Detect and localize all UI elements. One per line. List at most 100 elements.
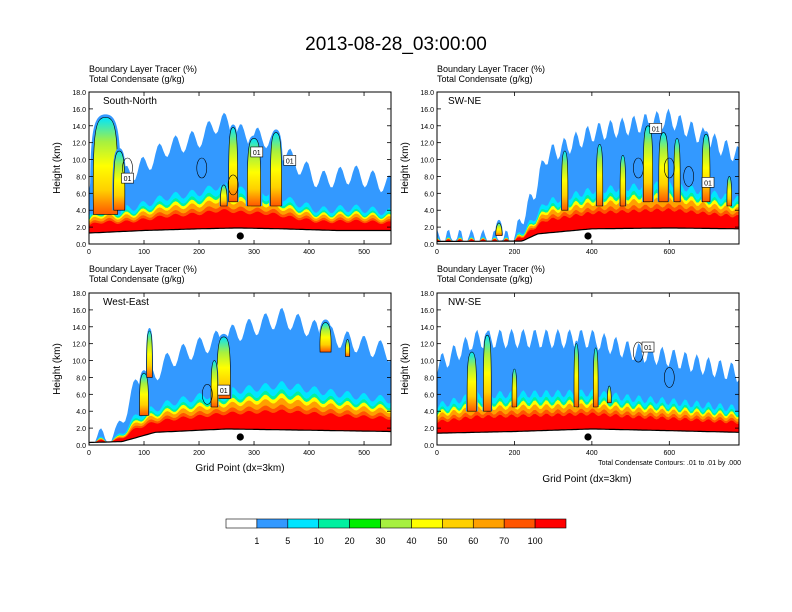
contour-note: Total Condensate Contours: .01 to .01 by…	[598, 460, 741, 467]
panel-4-tracer-label: Boundary Layer Tracer (%)	[437, 264, 545, 274]
plume-core	[228, 127, 238, 203]
panel-3: 01 0.0 2.0 4.0 6.0 8.0 10.0 12.0 14.0 16.0 18.0 0 10…	[72, 291, 392, 457]
contour-label-box	[283, 155, 297, 166]
y-tick-label: 10.0	[420, 359, 434, 366]
y-tick-label: 12.0	[72, 141, 86, 148]
contour-label: 01	[644, 345, 652, 352]
plume-core	[319, 322, 332, 353]
plume-core	[658, 132, 669, 203]
y-tick-label: 18.0	[72, 90, 86, 97]
panel-2-ylabel: Height (km)	[400, 142, 411, 194]
plot-frame	[88, 91, 392, 245]
y-tick-label: 0.0	[76, 443, 86, 450]
y-tick-label: 14.0	[72, 325, 86, 332]
y-tick-label: 6.0	[424, 191, 434, 198]
y-tick-label: 14.0	[420, 124, 434, 131]
colorbar-label: 30	[376, 536, 386, 546]
y-tick-label: 12.0	[420, 342, 434, 349]
colorbar-label: 50	[437, 536, 447, 546]
colorbar-label: 60	[468, 536, 478, 546]
condensate-contour	[633, 157, 644, 179]
plume-core	[216, 336, 231, 399]
panel-3-name: West-East	[103, 297, 149, 308]
x-tick-label: 500	[358, 450, 370, 457]
location-marker	[584, 232, 592, 240]
y-tick-label: 8.0	[76, 375, 86, 382]
plume-core	[495, 222, 503, 236]
y-tick-label: 2.0	[424, 225, 434, 232]
colorbar-label: 70	[499, 536, 509, 546]
contour-label-box	[121, 172, 134, 184]
contour-label: 01	[253, 150, 261, 157]
colorbar-swatch	[380, 518, 412, 529]
y-tick-label: 4.0	[424, 409, 434, 416]
x-tick-label: 400	[586, 450, 598, 457]
location-marker	[236, 232, 244, 240]
y-tick-label: 4.0	[424, 208, 434, 215]
condensate-contour	[664, 367, 675, 388]
bl-band-100	[89, 209, 391, 233]
x-tick-label: 400	[586, 249, 598, 256]
y-tick-label: 2.0	[76, 225, 86, 232]
bl-band-100	[437, 412, 739, 434]
contour-label-box	[641, 341, 655, 353]
colorbar-label: 40	[406, 536, 416, 546]
y-tick-label: 6.0	[76, 392, 86, 399]
plume-core	[726, 176, 732, 207]
panel-2-field	[437, 108, 739, 243]
colorbar-swatch	[287, 518, 320, 529]
bl-band-100	[89, 409, 391, 443]
contour-label: 01	[652, 126, 660, 133]
contour-label-box	[250, 146, 264, 158]
contour-label-box	[649, 123, 663, 134]
plume-core	[619, 155, 626, 207]
colorbar-label: 5	[285, 536, 290, 546]
y-tick-label: 18.0	[420, 291, 434, 298]
y-tick-label: 2.0	[424, 426, 434, 433]
panel-1-ylabel: Height (km)	[52, 142, 63, 194]
y-tick-label: 6.0	[424, 392, 434, 399]
terrain-line	[437, 428, 739, 434]
condensate-contour	[664, 157, 675, 179]
x-tick-label: 0	[87, 450, 91, 457]
colorbar-swatch	[349, 518, 381, 529]
plume-core	[593, 347, 599, 408]
terrain-line	[437, 227, 739, 243]
contour-label-box	[701, 177, 715, 188]
plume-core	[596, 144, 604, 207]
plume-core	[561, 150, 569, 211]
panel-2-name: SW-NE	[448, 96, 481, 107]
colorbar: 1 5 10 20 30 40 50 60 70 100	[225, 518, 567, 546]
panel-2-condensate-label: Total Condensate (g/kg)	[437, 74, 533, 84]
y-tick-label: 16.0	[420, 107, 434, 114]
y-tick-label: 0.0	[424, 242, 434, 249]
colorbar-swatch	[442, 518, 474, 529]
colorbar-swatch	[503, 518, 536, 529]
plot-frame	[436, 91, 740, 245]
plume-core	[466, 351, 477, 412]
y-tick-label: 12.0	[420, 141, 434, 148]
x-tick-label: 200	[509, 450, 521, 457]
panel-3-ylabel: Height (km)	[52, 343, 63, 395]
contour-label: 01	[704, 180, 712, 187]
condensate-contour	[196, 157, 208, 179]
y-tick-label: 2.0	[76, 426, 86, 433]
y-tick-label: 14.0	[72, 124, 86, 131]
colorbar-label: 10	[314, 536, 324, 546]
x-tick-label: 300	[248, 450, 260, 457]
plume-core	[146, 330, 153, 378]
panel-1-field	[89, 112, 391, 234]
colorbar-swatch	[256, 518, 289, 529]
plot-frame	[88, 292, 392, 446]
colorbar-label: 20	[345, 536, 355, 546]
panel-2: 01 01 0.0 2.0 4.0 6.0 8.0 10.0 12.0 14.0 16.0 18.0 0…	[420, 90, 740, 256]
panel-1-name: South-North	[103, 96, 157, 107]
contour-label: 01	[124, 176, 132, 183]
plume-core	[573, 343, 580, 408]
y-tick-label: 0.0	[76, 242, 86, 249]
x-tick-label: 400	[303, 450, 315, 457]
y-tick-label: 10.0	[420, 158, 434, 165]
contour-label: 01	[220, 388, 228, 395]
contour-label-box	[217, 384, 231, 396]
plume-core	[642, 125, 654, 203]
